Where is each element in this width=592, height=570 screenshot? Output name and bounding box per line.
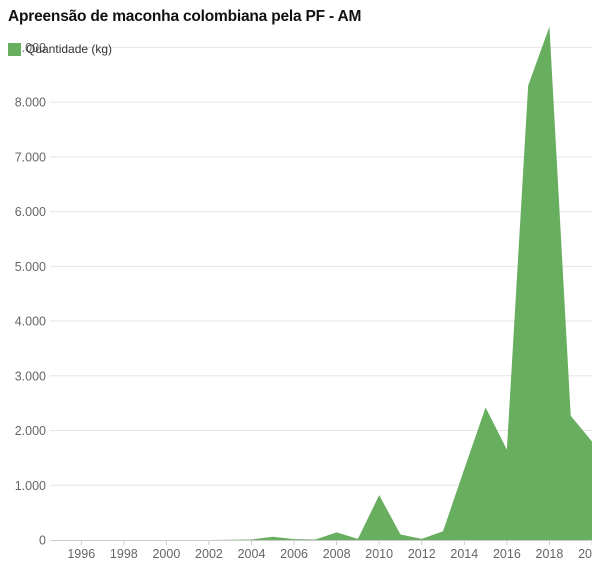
- y-tick-label: 0: [39, 534, 46, 548]
- x-tick-label: 2018: [536, 547, 564, 561]
- y-tick-label: 3.000: [15, 369, 46, 383]
- x-tick-label: 2002: [195, 547, 223, 561]
- y-tick-label: 4.000: [15, 315, 46, 329]
- legend-swatch: [8, 42, 21, 56]
- x-tick-label: 2020: [578, 547, 592, 561]
- legend-label: Quantidade (kg): [26, 42, 113, 56]
- y-tick-label: 9.000: [15, 41, 46, 55]
- x-tick-label: 2014: [450, 547, 478, 561]
- y-tick-label: 2.000: [15, 424, 46, 438]
- legend: Quantidade (kg): [8, 42, 112, 56]
- x-tick-label: 2004: [238, 547, 266, 561]
- y-tick-label: 5.000: [15, 260, 46, 274]
- x-axis-labels: 1996 1998 2000 2002 2004 2006 2008 2010 2012 2014…: [67, 547, 592, 561]
- x-tick-label: 1996: [67, 547, 95, 561]
- grid-lines: [50, 46, 592, 486]
- x-tick-label: 2000: [152, 547, 180, 561]
- y-tick-label: 8.000: [15, 96, 46, 110]
- x-tick-label: 1998: [110, 547, 138, 561]
- x-tick-label: 2010: [365, 547, 393, 561]
- y-axis-labels: 0 1.000 2.000 3.000 4.000 5.000 6.000 7.000 8.00…: [15, 41, 46, 548]
- axes: [50, 540, 592, 545]
- x-tick-label: 2008: [323, 547, 351, 561]
- area-series-quantidade: [60, 26, 592, 540]
- chart-title: Apreensão de maconha colombiana pela PF …: [8, 8, 362, 25]
- y-tick-label: 7.000: [15, 150, 46, 164]
- area-series: [60, 26, 592, 540]
- x-tick-label: 2016: [493, 547, 521, 561]
- x-tick-label: 2006: [280, 547, 308, 561]
- x-tick-label: 2012: [408, 547, 436, 561]
- y-tick-label: 1.000: [15, 479, 46, 493]
- y-tick-label: 6.000: [15, 205, 46, 219]
